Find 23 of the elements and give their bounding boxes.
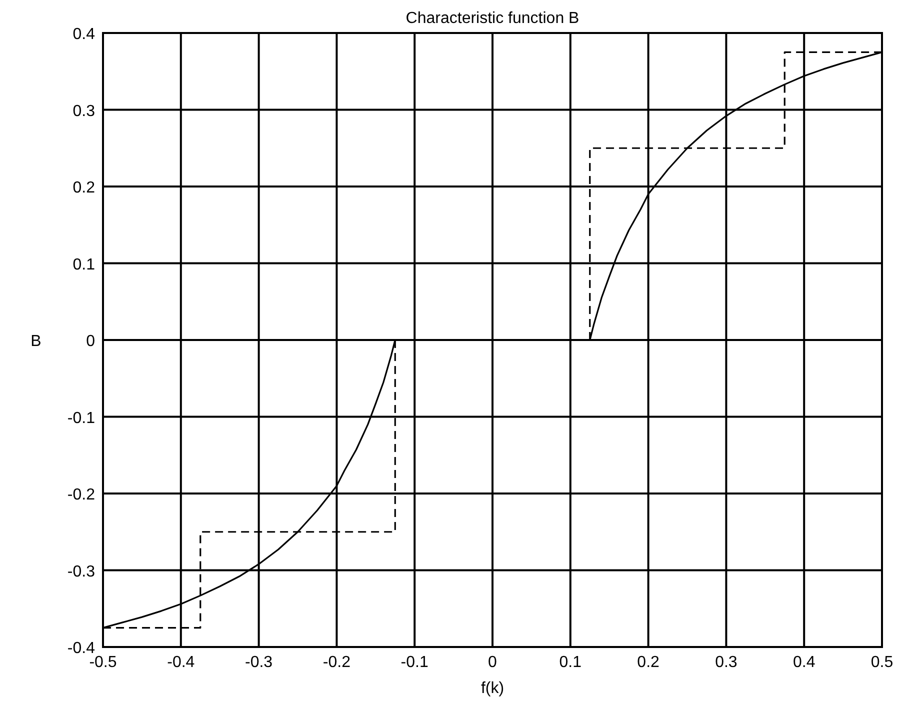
y-tick-label: -0.2: [67, 486, 96, 504]
x-tick-label: 0: [488, 654, 498, 671]
x-tick-label: -0.5: [89, 654, 117, 671]
x-tick-label: -0.1: [400, 654, 428, 671]
y-axis-title: B: [30, 333, 42, 350]
x-axis-title: f(k): [480, 680, 504, 697]
y-tick-label: 0.2: [72, 180, 96, 196]
x-tick-label: -0.2: [322, 654, 351, 671]
y-tick-label: 0.1: [72, 256, 96, 274]
x-tick-label: 0.1: [559, 654, 582, 671]
x-tick-label: 0.2: [637, 654, 660, 671]
y-tick-label: -0.1: [67, 410, 96, 427]
y-tick-label: 0.4: [72, 26, 96, 43]
y-tick-label: 0.3: [72, 102, 96, 120]
chart-title: Characteristic function B: [406, 10, 580, 27]
y-tick-label: 0: [86, 333, 96, 350]
x-tick-label: 0.4: [792, 654, 816, 671]
y-tick-label: -0.3: [67, 563, 96, 580]
x-tick-label: 0.3: [715, 654, 738, 671]
x-tick-label: -0.3: [245, 654, 273, 671]
x-tick-label: 0.5: [870, 654, 894, 671]
y-tick-label: -0.4: [67, 640, 96, 657]
x-tick-label: -0.4: [167, 654, 195, 671]
